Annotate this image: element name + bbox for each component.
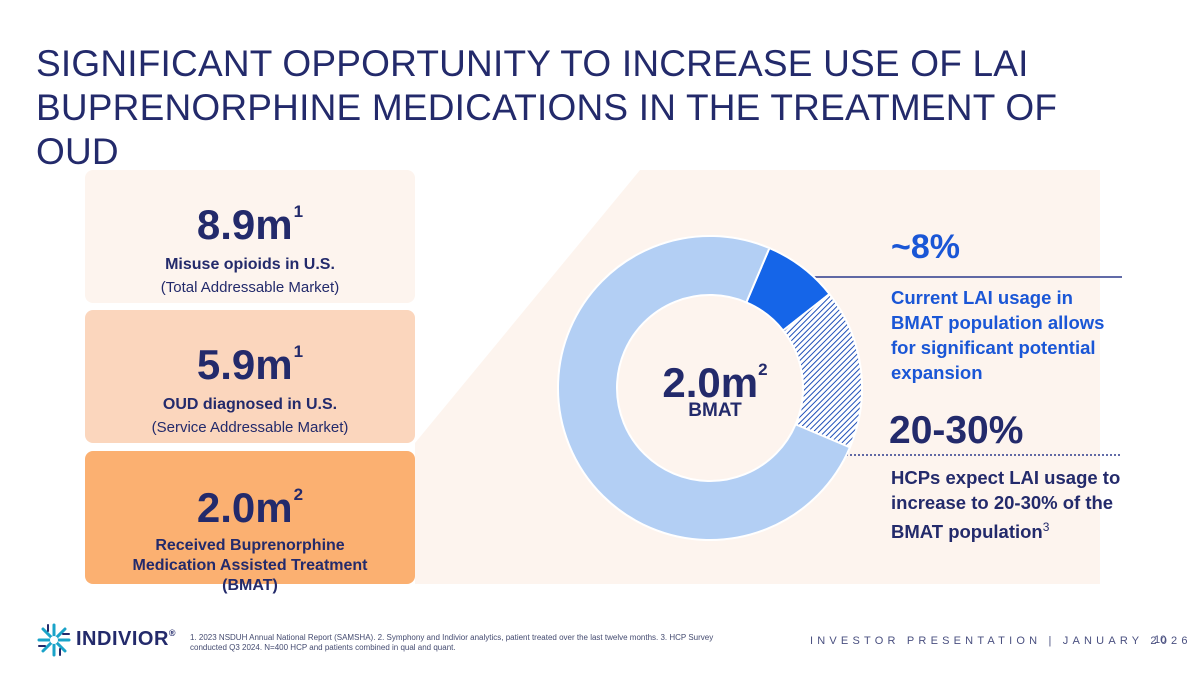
donut-center-label: BMAT [688, 400, 742, 421]
stat-value: 2.0m2 [196, 484, 304, 531]
current-lai-percentage: ~8% [891, 228, 960, 266]
stat-sublabel: (Service Addressable Market) [151, 419, 349, 436]
current-lai-description: Current LAI usage in BMAT population all… [891, 287, 1105, 383]
indivior-logo: INDIVIOR® [36, 622, 177, 657]
donut-center-value: 2.0m2 [662, 359, 768, 406]
page-title: SIGNIFICANT OPPORTUNITY TO INCREASE USE … [36, 42, 1136, 174]
indivior-logo-icon [37, 623, 71, 657]
page-title-line-2: BUPRENORPHINE MEDICATIONS IN THE TREATME… [36, 87, 1058, 172]
stat-label: Received Buprenorphine Medication Assist… [132, 537, 368, 594]
stat-box-bmat: 2.0m2 Received Buprenorphine Medication … [85, 451, 415, 594]
expected-lai-percentage: 20-30% [889, 409, 1024, 452]
stat-label: Misuse opioids in U.S. [165, 256, 335, 273]
stat-label: OUD diagnosed in U.S. [162, 396, 338, 413]
connector-wedge [415, 170, 1100, 584]
stat-box-service-addressable-market: 5.9m1 OUD diagnosed in U.S. (Service Add… [85, 310, 415, 443]
stat-value: 8.9m1 [196, 201, 304, 248]
donut-slice-2 [557, 235, 852, 541]
presentation-label: INVESTOR PRESENTATION | JANUARY 2026 [810, 635, 1192, 647]
stat-sublabel: (Total Addressable Market) [160, 279, 340, 296]
expected-lai-description: HCPs expect LAI usage to increase to 20-… [891, 467, 1121, 542]
stat-box-total-addressable-market: 8.9m1 Misuse opioids in U.S. (Total Addr… [85, 170, 415, 303]
page-title-line-1: SIGNIFICANT OPPORTUNITY TO INCREASE USE … [36, 43, 1029, 84]
stat-value: 5.9m1 [196, 341, 304, 388]
logo-wordmark: INDIVIOR® [76, 628, 177, 650]
footnotes: 1. 2023 NSDUH Annual National Report (SA… [190, 633, 714, 652]
page-number: 10 [1154, 634, 1167, 646]
